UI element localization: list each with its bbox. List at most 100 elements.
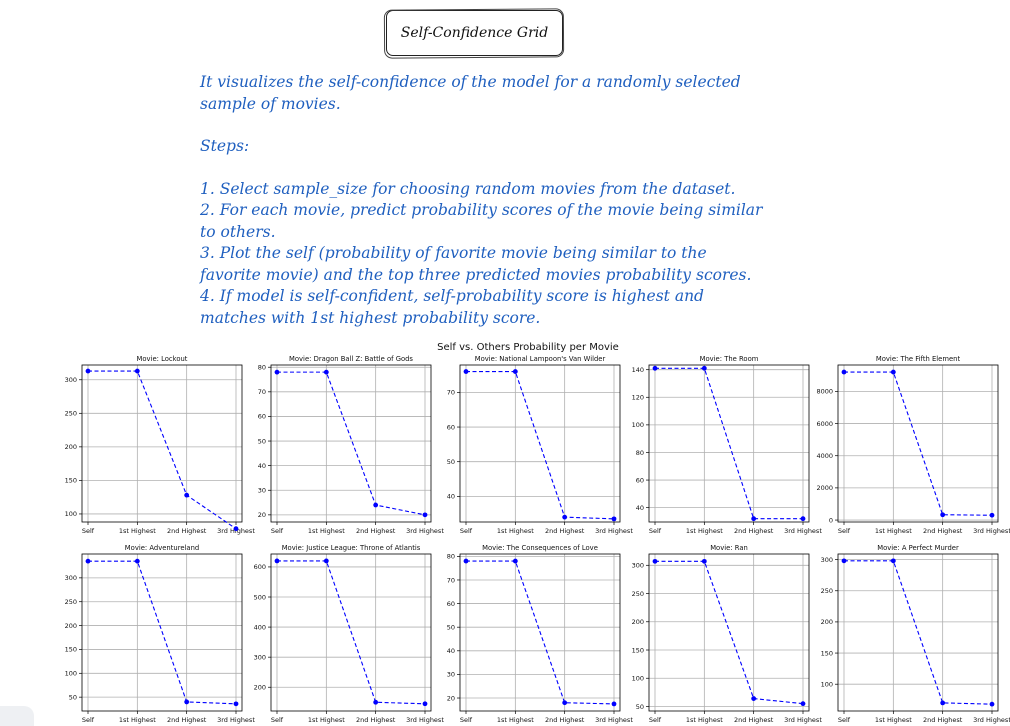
step-line-4: 3. Plot the self (probability of favorit… <box>200 244 707 262</box>
y-tick-label: 50 <box>636 703 644 711</box>
x-tick-label: 2nd Highest <box>923 527 963 535</box>
grid-title: Self-Confidence Grid <box>400 25 549 41</box>
data-point <box>841 369 847 375</box>
y-tick-label: 70 <box>447 389 455 397</box>
x-tick-label: 3rd Highest <box>784 527 822 535</box>
x-tick-label: 2nd Highest <box>545 716 585 724</box>
y-tick-label: 100 <box>65 510 77 518</box>
step-line-5: favorite movie) and the top three predic… <box>200 265 752 284</box>
y-tick-label: 200 <box>254 684 266 692</box>
y-tick-label: 50 <box>69 693 77 701</box>
subplot-title: Movie: Adventureland <box>125 544 199 552</box>
series-line <box>844 560 993 705</box>
data-point <box>989 512 995 518</box>
y-tick-label: 200 <box>632 618 644 626</box>
x-tick-label: Self <box>271 527 284 535</box>
x-tick-label: 1st Highest <box>119 527 156 535</box>
data-point <box>751 696 757 701</box>
x-tick-label: Self <box>271 716 284 724</box>
x-tick-label: 2nd Highest <box>734 527 774 535</box>
y-tick-label: 100 <box>821 681 833 689</box>
description: It visualizes the self-confidence of the… <box>200 72 840 329</box>
series-line <box>88 370 237 530</box>
subplot-frame <box>648 364 810 523</box>
subplot-title: Movie: Lockout <box>137 355 188 363</box>
step-line-3: to others. <box>200 222 276 241</box>
data-point <box>422 701 428 707</box>
series-line <box>277 560 426 705</box>
data-point <box>841 558 847 564</box>
data-point <box>85 558 91 564</box>
y-tick-label: 250 <box>632 590 644 598</box>
x-tick-label: 3rd Highest <box>784 716 822 724</box>
y-tick-label: 70 <box>447 576 455 584</box>
step-line-7: matches with 1st highest probability sco… <box>200 308 541 327</box>
y-tick-label: 250 <box>821 587 833 595</box>
data-point <box>512 558 518 564</box>
x-tick-label: 2nd Highest <box>545 527 585 535</box>
x-tick-label: 2nd Highest <box>734 716 774 724</box>
y-tick-label: 40 <box>636 504 644 512</box>
y-tick-label: 250 <box>65 410 77 418</box>
series-line <box>655 367 803 520</box>
data-point <box>562 700 568 706</box>
subplot-title: Movie: Dragon Ball Z: Battle of Gods <box>289 355 413 363</box>
subplot-title: Movie: Ran <box>710 544 748 552</box>
data-point <box>701 558 707 564</box>
y-tick-label: 150 <box>65 477 77 485</box>
grid-title-box: Self-Confidence Grid <box>386 10 563 56</box>
y-tick-label: 150 <box>632 646 644 654</box>
y-tick-label: 300 <box>821 556 833 564</box>
data-point <box>800 701 806 707</box>
y-tick-label: 60 <box>636 476 644 484</box>
x-tick-label: 2nd Highest <box>923 716 963 724</box>
subplot-title: Movie: Justice League: Throne of Atlanti… <box>282 544 421 552</box>
steps-heading: Steps: <box>200 137 250 155</box>
y-tick-label: 200 <box>821 618 833 626</box>
y-tick-label: 600 <box>254 563 266 571</box>
data-point <box>373 502 379 508</box>
x-tick-label: 3rd Highest <box>595 716 633 724</box>
data-point <box>940 700 946 706</box>
y-tick-label: 2000 <box>816 484 833 492</box>
subplot-frame <box>270 553 432 712</box>
y-tick-label: 100 <box>632 675 644 683</box>
data-point <box>463 558 469 564</box>
x-tick-label: 2nd Highest <box>356 527 396 535</box>
subplot-title: Movie: National Lampoon's Van Wilder <box>475 355 606 363</box>
subplot-frame <box>459 553 621 712</box>
data-point <box>233 701 239 707</box>
data-point <box>890 369 896 375</box>
data-point <box>800 516 806 522</box>
y-tick-label: 0 <box>829 516 833 524</box>
x-tick-label: 1st Highest <box>875 527 912 535</box>
series-line <box>466 371 615 520</box>
data-point <box>652 365 658 371</box>
x-tick-label: 1st Highest <box>875 716 912 724</box>
data-point <box>562 514 568 520</box>
y-tick-label: 400 <box>254 623 266 631</box>
data-point <box>652 558 658 564</box>
y-tick-label: 40 <box>447 493 455 501</box>
y-tick-label: 140 <box>632 366 644 374</box>
y-tick-label: 70 <box>258 388 266 396</box>
series-line <box>88 560 237 705</box>
data-point <box>890 558 896 564</box>
data-point <box>512 369 518 374</box>
step-line-6: 4. If model is self-confident, self-prob… <box>200 287 704 305</box>
chart-suptitle: Self vs. Others Probability per Movie <box>437 342 619 353</box>
x-tick-label: 3rd Highest <box>217 716 255 724</box>
y-tick-label: 150 <box>821 649 833 657</box>
subplot-frame <box>81 553 243 712</box>
x-tick-label: 1st Highest <box>497 716 534 724</box>
x-tick-label: 3rd Highest <box>973 716 1010 724</box>
x-tick-label: Self <box>649 527 662 535</box>
y-tick-label: 60 <box>447 600 455 608</box>
y-tick-label: 100 <box>632 421 644 429</box>
subplot-title: Movie: The Fifth Element <box>876 355 961 363</box>
y-tick-label: 30 <box>447 671 455 679</box>
subplot-frame <box>837 364 999 523</box>
x-tick-label: 3rd Highest <box>973 527 1010 535</box>
data-point <box>463 369 469 374</box>
x-tick-label: Self <box>82 716 95 724</box>
